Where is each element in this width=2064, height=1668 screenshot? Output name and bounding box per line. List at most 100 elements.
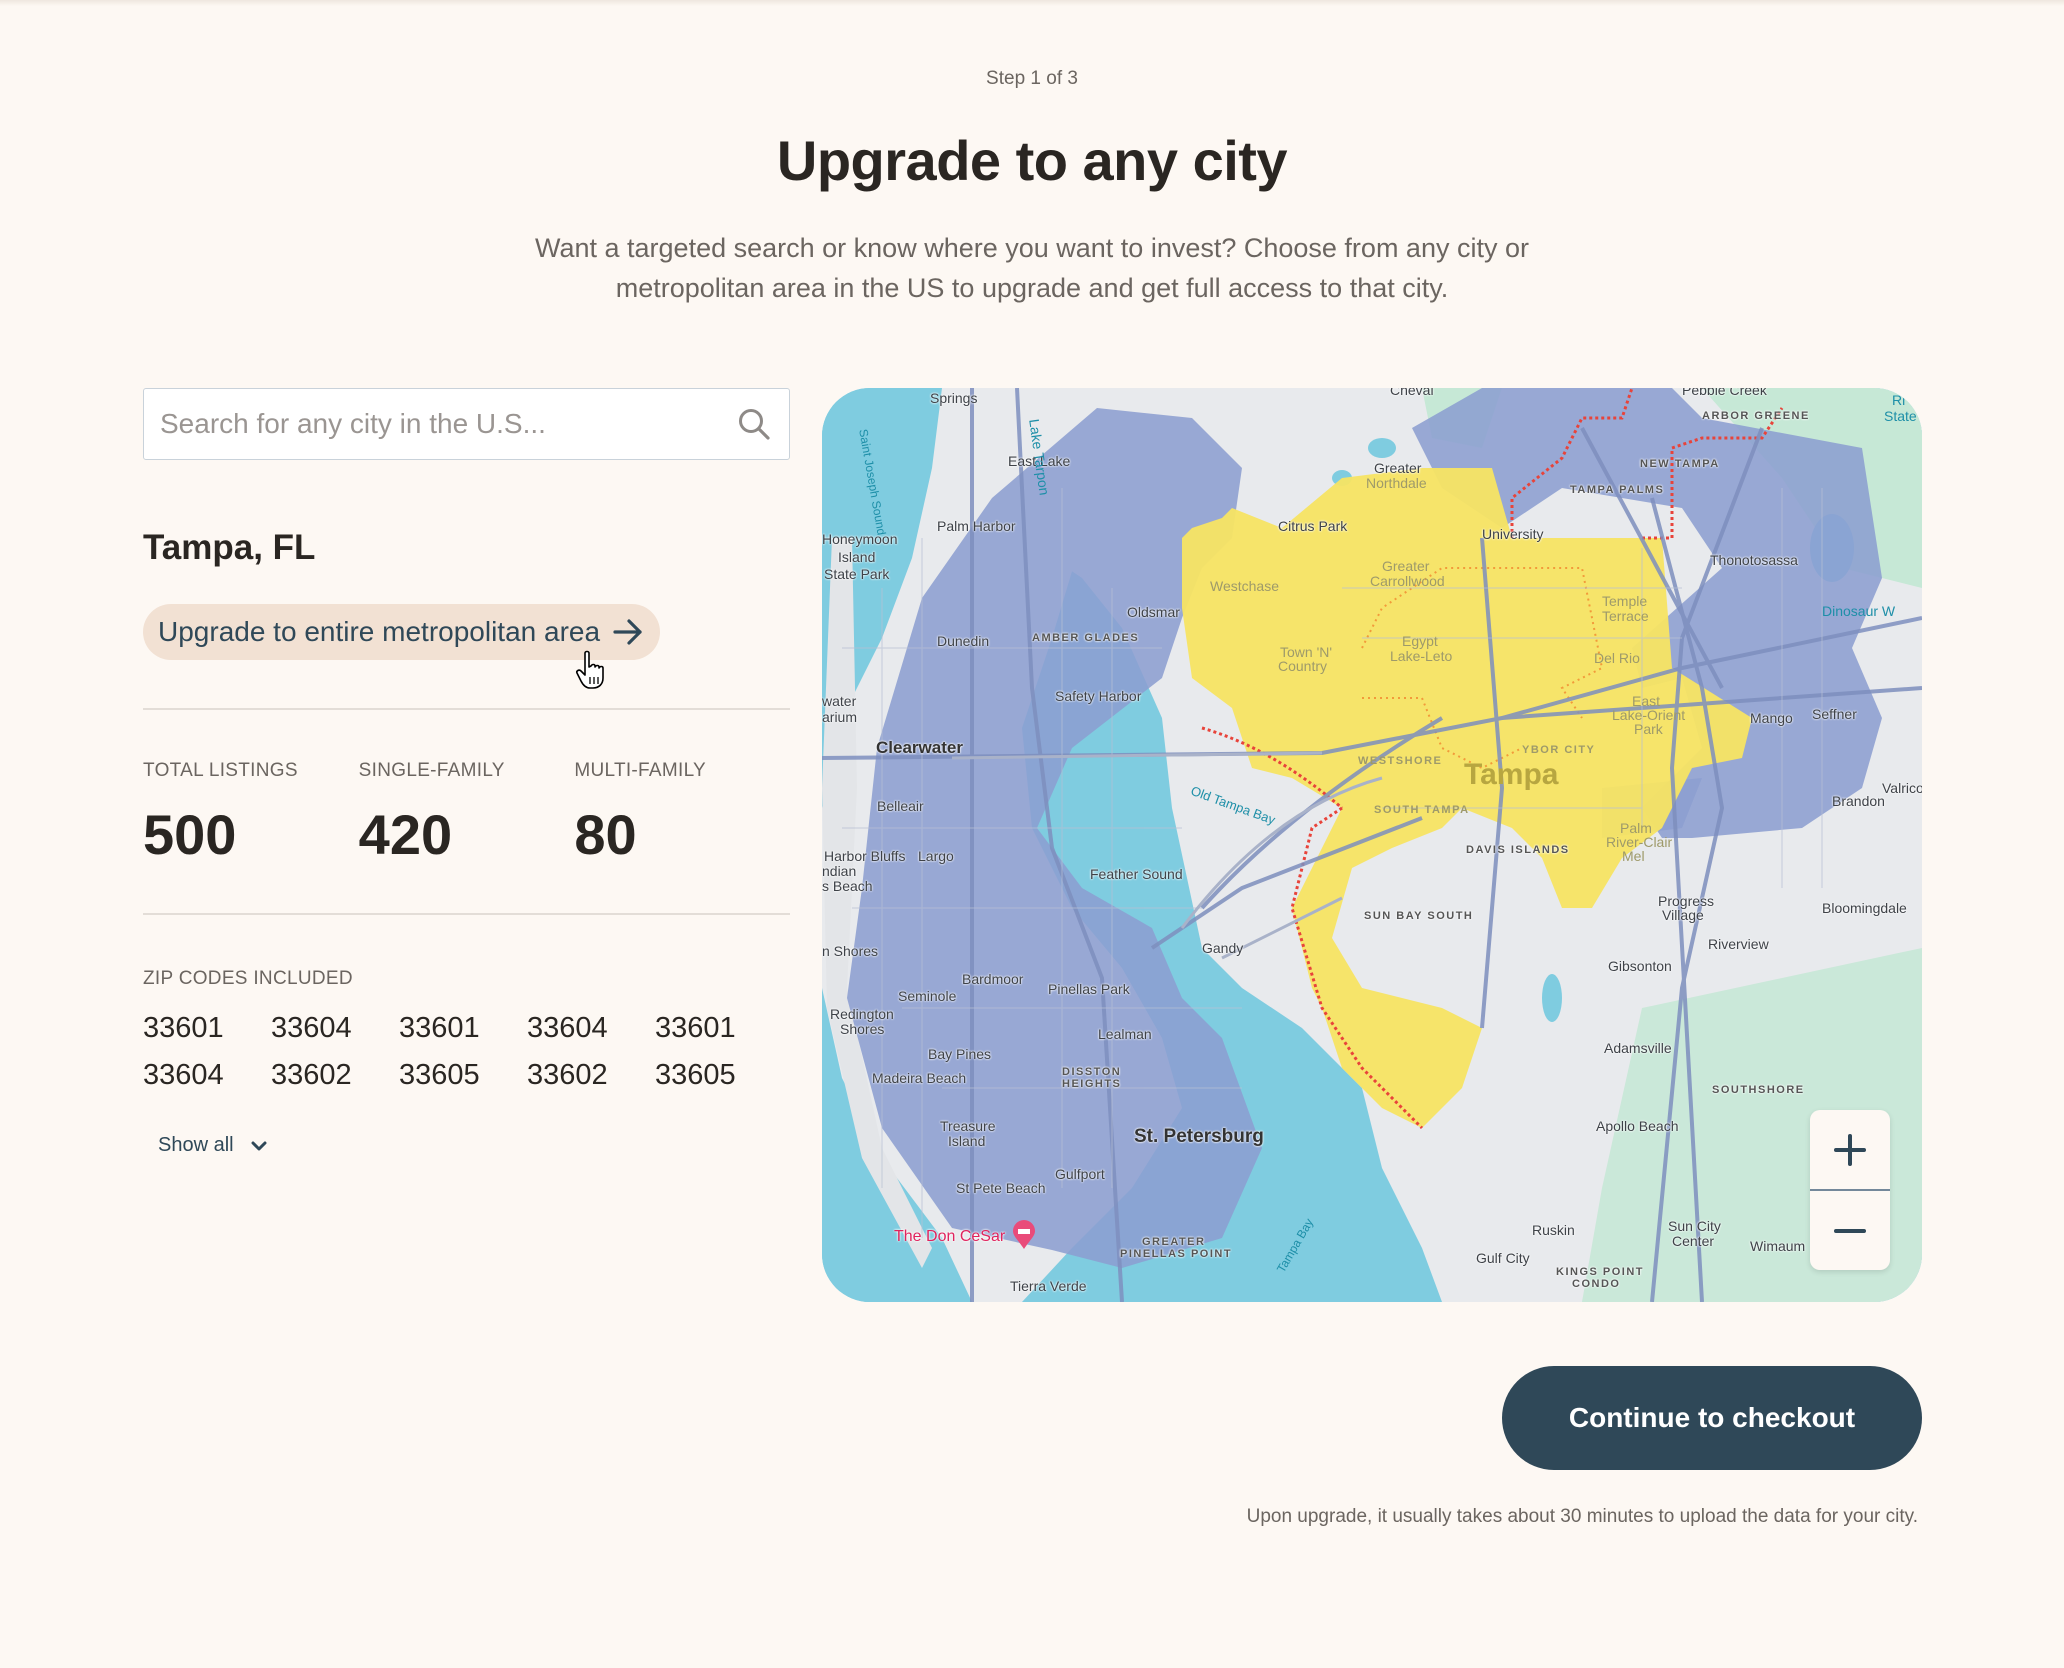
map-label: Cheval [1390, 388, 1434, 398]
divider [143, 913, 790, 915]
map-label: East [1632, 693, 1661, 709]
search-icon[interactable] [737, 407, 771, 441]
zoom-in-button[interactable] [1810, 1110, 1890, 1189]
upgrade-metro-area-button[interactable]: Upgrade to entire metropolitan area [143, 604, 661, 660]
show-all-zip-codes-button[interactable]: Show all [158, 1134, 268, 1157]
upgrade-metro-area-label: Upgrade to entire metropolitan area [158, 616, 601, 647]
map-label: GREATER [1142, 1236, 1206, 1248]
map-label: Sun City [1668, 1218, 1721, 1234]
map-label: Seminole [898, 988, 957, 1004]
zoom-out-button[interactable] [1810, 1191, 1890, 1270]
map-label: Terrace [1602, 608, 1649, 624]
city-map[interactable]: Springs East Lake Palm Harbor Honeymoon … [822, 388, 1922, 1302]
zoom-separator [1810, 1189, 1890, 1191]
map-label: arium [822, 709, 858, 725]
stat-single-family: SINGLE-FAMILY 420 [359, 760, 575, 867]
map-label: water [822, 693, 857, 709]
map-label: AMBER GLADES [1032, 632, 1140, 644]
map-label: SOUTHSHORE [1712, 1084, 1805, 1096]
stat-total-listings: TOTAL LISTINGS 500 [143, 760, 359, 867]
zip-codes-heading: ZIP CODES INCLUDED [143, 968, 353, 989]
map-label: Country [1278, 658, 1328, 674]
map-label: Lake-Orient [1612, 707, 1686, 723]
map-label: Oldsmar [1127, 604, 1180, 620]
map-label: ARBOR GREENE [1702, 410, 1810, 422]
map-label: Wimaum [1750, 1238, 1806, 1254]
page-title: Upgrade to any city [776, 129, 1288, 192]
zip-code-list: 33601 33604 33601 33604 33601 33604 3360… [143, 1012, 803, 1092]
map-label: Dinosaur W [1822, 603, 1896, 619]
city-search-box[interactable] [143, 388, 790, 460]
zip-code: 33601 [399, 1012, 480, 1044]
subtitle-line-1: Want a targeted search or know where you… [535, 233, 1529, 263]
stat-label: SINGLE-FAMILY [358, 760, 505, 781]
hotel-pin-icon[interactable] [1012, 1220, 1036, 1250]
map-label: HEIGHTS [1062, 1078, 1122, 1090]
map-label: Carrollwood [1370, 573, 1445, 589]
map-label: Brandon [1832, 793, 1885, 809]
zip-code: 33605 [399, 1059, 480, 1091]
map-label: Bardmoor [962, 971, 1024, 987]
map-label: Adamsville [1604, 1040, 1672, 1056]
zip-code: 33602 [527, 1059, 608, 1091]
map-label: Greater [1382, 558, 1430, 574]
map-label: CONDO [1572, 1278, 1621, 1290]
map-label: PINELLAS POINT [1120, 1248, 1233, 1260]
map-label: Honeymoon [822, 531, 898, 547]
map-label-tampa: Tampa [1464, 758, 1559, 791]
map-label: Mel [1622, 848, 1645, 864]
selected-city-name: Tampa, FL [143, 528, 316, 567]
map-label: Del Rio [1594, 650, 1640, 666]
map-label: Lealman [1098, 1026, 1152, 1042]
listing-stats: TOTAL LISTINGS 500 SINGLE-FAMILY 420 MUL… [143, 760, 790, 867]
zip-code: 33602 [271, 1059, 352, 1091]
divider [143, 708, 790, 710]
subtitle-line-2: metropolitan area in the US to upgrade a… [615, 273, 1449, 303]
map-label: s Beach [822, 878, 873, 894]
map-label: River-Clair [1606, 834, 1673, 850]
continue-to-checkout-button[interactable]: Continue to checkout [1502, 1366, 1922, 1470]
stat-value: 420 [358, 803, 453, 866]
stat-label: TOTAL LISTINGS [143, 760, 298, 781]
map-label: St Pete Beach [956, 1180, 1046, 1196]
map-label: Gibsonton [1608, 958, 1672, 974]
map-label: Apollo Beach [1596, 1118, 1679, 1134]
map-label: Pebble Creek [1682, 388, 1767, 398]
stat-value: 80 [574, 803, 637, 866]
map-label: Progress [1658, 893, 1715, 909]
map-label: Dunedin [937, 633, 990, 649]
map-poi-label[interactable]: The Don CeSar [894, 1228, 1006, 1245]
show-all-label: Show all [158, 1134, 234, 1156]
map-label: n Shores [822, 943, 879, 959]
map-label: State Park [824, 566, 890, 582]
upload-time-note: Upon upgrade, it usually takes about 30 … [1246, 1506, 1918, 1527]
map-label: YBOR CITY [1522, 744, 1596, 756]
map-canvas [822, 388, 1922, 1302]
map-label: Greater [1374, 460, 1422, 476]
map-label: ndian [822, 863, 857, 879]
zip-code: 33604 [271, 1012, 352, 1044]
step-indicator: Step 1 of 3 [986, 68, 1078, 89]
map-label: NEW TAMPA [1640, 458, 1720, 470]
map-label: Citrus Park [1278, 518, 1348, 534]
map-label: Feather Sound [1090, 866, 1183, 882]
map-label: Pinellas Park [1048, 981, 1130, 997]
city-search-input[interactable] [160, 408, 737, 440]
map-label: Safety Harbor [1055, 688, 1142, 704]
zip-code: 33604 [527, 1012, 608, 1044]
hand-pointer-cursor-icon [576, 650, 604, 689]
map-label: Treasure [940, 1118, 996, 1134]
map-label: Valrico [1882, 780, 1922, 796]
stat-label: MULTI-FAMILY [574, 760, 707, 781]
arrow-right-icon [613, 619, 642, 645]
map-label: Palm [1620, 820, 1652, 836]
map-label: Lake-Leto [1390, 648, 1453, 664]
map-label: Westchase [1210, 578, 1279, 594]
map-label: East Lake [1008, 453, 1071, 469]
map-label: Park [1634, 721, 1663, 737]
zip-code: 33601 [655, 1012, 736, 1044]
stat-value: 500 [143, 803, 237, 866]
map-label: Northdale [1366, 475, 1427, 491]
map-label: Palm Harbor [937, 518, 1016, 534]
map-label: Island [948, 1133, 986, 1149]
